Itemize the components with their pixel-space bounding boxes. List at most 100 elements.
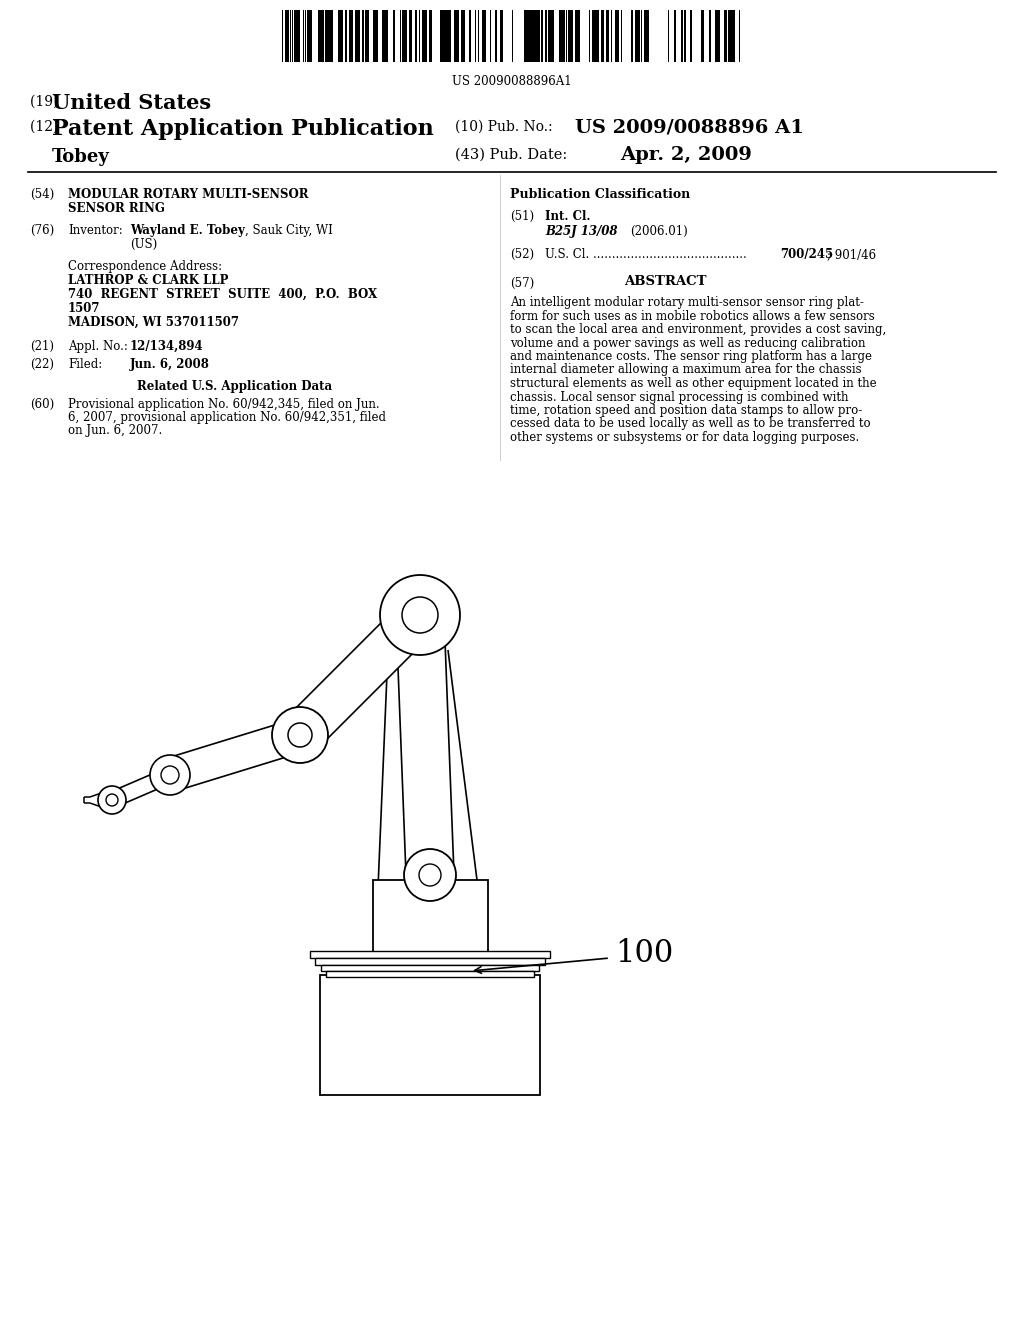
Text: structural elements as well as other equipment located in the: structural elements as well as other equ…	[510, 378, 877, 389]
Bar	[415, 11, 417, 62]
Bar	[601, 11, 604, 62]
Circle shape	[404, 849, 456, 902]
Bar	[322, 11, 324, 62]
Bar	[578, 11, 580, 62]
Polygon shape	[396, 614, 454, 876]
Text: MODULAR ROTARY MULTI-SENSOR: MODULAR ROTARY MULTI-SENSOR	[68, 187, 308, 201]
Bar	[321, 965, 539, 972]
Bar	[355, 11, 357, 62]
Circle shape	[288, 723, 312, 747]
Bar	[561, 11, 563, 62]
Text: internal diameter allowing a maximum area for the chassis: internal diameter allowing a maximum are…	[510, 363, 861, 376]
Text: 740  REGENT  STREET  SUITE  400,  P.O.  BOX: 740 REGENT STREET SUITE 400, P.O. BOX	[68, 288, 377, 301]
Text: (22): (22)	[30, 358, 54, 371]
Bar	[326, 11, 329, 62]
Text: (76): (76)	[30, 224, 54, 238]
Circle shape	[380, 576, 460, 655]
Bar	[551, 11, 553, 62]
Bar	[635, 11, 639, 62]
Bar	[319, 11, 321, 62]
Text: United States: United States	[52, 92, 211, 114]
Bar	[393, 11, 395, 62]
Bar	[631, 11, 633, 62]
Bar	[366, 11, 369, 62]
Text: (10) Pub. No.:: (10) Pub. No.:	[455, 120, 561, 135]
Text: Wayland E. Tobey: Wayland E. Tobey	[130, 224, 245, 238]
Text: cessed data to be used locally as well as to be transferred to: cessed data to be used locally as well a…	[510, 417, 870, 430]
Circle shape	[419, 865, 441, 886]
Text: 12/134,894: 12/134,894	[130, 341, 204, 352]
Text: Correspondence Address:: Correspondence Address:	[68, 260, 222, 273]
Bar	[296, 11, 298, 62]
Bar	[724, 11, 727, 62]
Bar	[461, 11, 463, 62]
Bar	[728, 11, 732, 62]
Text: U.S. Cl. .........................................: U.S. Cl. ...............................…	[545, 248, 746, 261]
Text: ; 901/46: ; 901/46	[827, 248, 877, 261]
Bar	[568, 11, 572, 62]
Bar	[575, 11, 578, 62]
Text: Tobey: Tobey	[52, 148, 110, 166]
Text: (51): (51)	[510, 210, 535, 223]
Bar	[315, 958, 545, 965]
Text: ABSTRACT: ABSTRACT	[624, 275, 707, 288]
Text: Related U.S. Application Data: Related U.S. Application Data	[137, 380, 333, 393]
Bar	[526, 11, 530, 62]
Bar	[358, 11, 360, 62]
Bar	[362, 11, 364, 62]
Bar	[483, 11, 485, 62]
Circle shape	[150, 755, 190, 795]
Text: on Jun. 6, 2007.: on Jun. 6, 2007.	[68, 424, 162, 437]
Text: (US): (US)	[130, 238, 158, 251]
Bar	[349, 11, 353, 62]
Text: 6, 2007, provisional application No. 60/942,351, filed: 6, 2007, provisional application No. 60/…	[68, 411, 386, 424]
Bar	[409, 11, 411, 62]
Text: LATHROP & CLARK LLP: LATHROP & CLARK LLP	[68, 275, 228, 286]
Bar	[425, 11, 427, 62]
Bar	[530, 11, 532, 62]
Bar	[681, 11, 683, 62]
Circle shape	[161, 766, 179, 784]
Bar	[495, 11, 497, 62]
Text: 100: 100	[615, 937, 673, 969]
Text: (2006.01): (2006.01)	[630, 224, 688, 238]
Bar	[402, 11, 406, 62]
Text: (57): (57)	[510, 277, 535, 290]
Circle shape	[106, 795, 118, 807]
Text: chassis. Local sensor signal processing is combined with: chassis. Local sensor signal processing …	[510, 391, 849, 404]
Bar	[545, 11, 547, 62]
Text: SENSOR RING: SENSOR RING	[68, 202, 165, 215]
Text: (54): (54)	[30, 187, 54, 201]
Bar	[644, 11, 648, 62]
Text: An intelligent modular rotary multi-sensor sensor ring plat-: An intelligent modular rotary multi-sens…	[510, 296, 864, 309]
Bar	[702, 11, 705, 62]
Bar	[716, 11, 719, 62]
Text: Inventor:: Inventor:	[68, 224, 123, 238]
Circle shape	[402, 597, 438, 634]
Text: (52): (52)	[510, 248, 535, 261]
Text: Appl. No.:: Appl. No.:	[68, 341, 128, 352]
Bar	[709, 11, 711, 62]
Bar	[535, 11, 538, 62]
Bar	[298, 11, 300, 62]
Text: Jun. 6, 2008: Jun. 6, 2008	[130, 358, 210, 371]
Bar	[592, 11, 594, 62]
Circle shape	[272, 708, 328, 763]
Bar	[549, 11, 551, 62]
Bar	[383, 11, 387, 62]
Text: Filed:: Filed:	[68, 358, 102, 371]
Bar	[454, 11, 456, 62]
Bar	[429, 11, 432, 62]
Text: Int. Cl.: Int. Cl.	[545, 210, 591, 223]
Text: Apr. 2, 2009: Apr. 2, 2009	[620, 147, 752, 164]
Text: (43) Pub. Date:: (43) Pub. Date:	[455, 148, 567, 162]
Text: (60): (60)	[30, 399, 54, 411]
Bar	[331, 11, 333, 62]
Bar	[732, 11, 735, 62]
Text: B25J 13/08: B25J 13/08	[545, 224, 617, 238]
Text: 1507: 1507	[68, 302, 100, 315]
Bar	[319, 975, 540, 1096]
Bar	[563, 11, 565, 62]
Text: Patent Application Publication: Patent Application Publication	[52, 117, 434, 140]
Text: other systems or subsystems or for data logging purposes.: other systems or subsystems or for data …	[510, 432, 859, 444]
